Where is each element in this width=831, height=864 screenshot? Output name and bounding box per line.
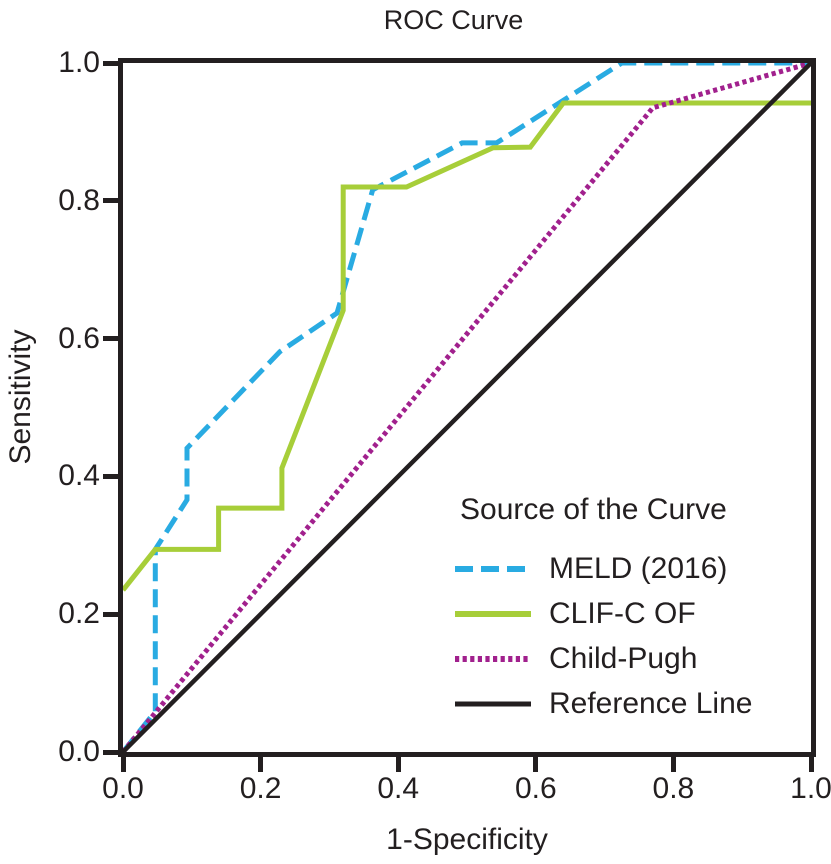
legend-label-clif-c-of: CLIF-C OF [549, 596, 696, 630]
legend: Source of the Curve MELD (2016) CLIF-C O… [455, 492, 752, 726]
x-axis-title: 1-Specificity [386, 823, 548, 856]
x-tick-mark [395, 757, 401, 772]
curve-reference-line [121, 61, 813, 754]
x-tick-mark [258, 757, 264, 772]
x-tick-label: 0.6 [514, 772, 557, 805]
y-tick-label: 0.8 [58, 183, 100, 217]
x-tick-mark [533, 757, 539, 772]
x-tick-label: 1.0 [790, 772, 831, 805]
y-tick-mark [103, 473, 118, 479]
legend-item-reference-line: Reference Line [455, 681, 752, 726]
legend-item-meld: MELD (2016) [455, 546, 752, 591]
x-tick-label: 0.8 [652, 772, 695, 805]
reference-line-swatch-icon [455, 701, 531, 706]
legend-label-meld: MELD (2016) [549, 551, 728, 585]
y-tick-mark [103, 611, 118, 617]
clif-line-swatch-icon [455, 610, 531, 617]
legend-header: Source of the Curve [460, 493, 727, 526]
y-tick-mark [103, 60, 118, 66]
y-tick-label: 1.0 [58, 46, 100, 79]
x-tick-mark [808, 757, 814, 772]
meld-line-swatch-icon [455, 565, 531, 572]
curve-child-pugh [121, 60, 812, 754]
legend-label-reference-line: Reference Line [549, 686, 753, 720]
y-axis-title: Sensitivity [4, 329, 37, 465]
chart-title: ROC Curve [383, 5, 524, 35]
x-tick-label: 0.2 [239, 772, 282, 805]
y-tick-label: 0.2 [58, 597, 100, 631]
y-tick-label: 0.6 [58, 321, 100, 355]
curve-clif-c-of [121, 100, 811, 592]
plot-area [121, 60, 813, 754]
y-tick-label: 0.4 [58, 459, 100, 493]
curve-meld-2016 [121, 60, 811, 754]
x-tick-mark [670, 757, 676, 772]
legend-item-child-pugh: Child-Pugh [455, 636, 752, 681]
legend-label-child-pugh: Child-Pugh [549, 641, 698, 675]
child-pugh-line-swatch-icon [455, 655, 531, 662]
y-tick-label: 0.0 [58, 735, 100, 768]
x-tick-label: 0.4 [377, 772, 420, 805]
legend-item-clif-c-of: CLIF-C OF [455, 591, 752, 636]
y-tick-mark [103, 198, 118, 204]
x-tick-mark [120, 757, 126, 772]
y-tick-mark [103, 336, 118, 342]
x-tick-label: 0.0 [102, 772, 144, 805]
y-tick-mark [103, 749, 118, 755]
